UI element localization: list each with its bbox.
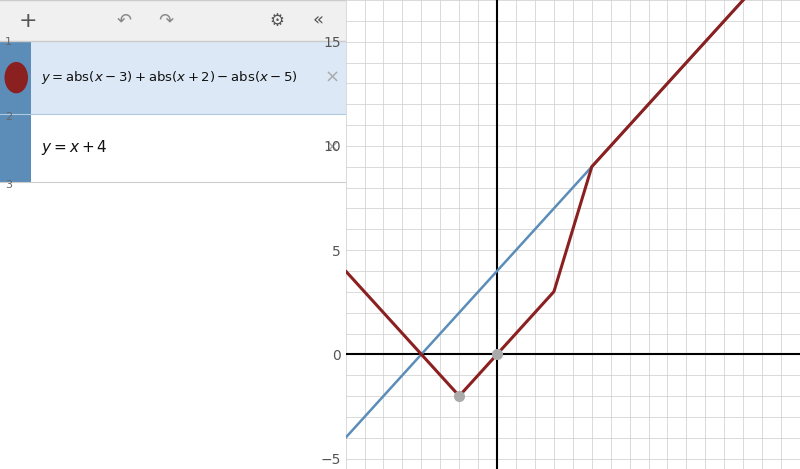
Text: ⚙: ⚙ — [269, 12, 284, 30]
Bar — [0, 114, 31, 182]
Text: 1: 1 — [5, 37, 12, 46]
Circle shape — [5, 63, 27, 93]
Text: 3: 3 — [5, 180, 12, 189]
Text: ×: × — [324, 139, 339, 157]
Bar — [31, 41, 346, 114]
Text: $y=x+4$: $y=x+4$ — [42, 138, 108, 158]
Text: ×: × — [324, 68, 339, 87]
Text: $y=\mathrm{abs}(x-3)+\mathrm{abs}(x+2)-\mathrm{abs}(x-5)$: $y=\mathrm{abs}(x-3)+\mathrm{abs}(x+2)-\… — [42, 69, 298, 86]
Bar — [0, 0, 346, 41]
Text: ↶: ↶ — [117, 12, 132, 30]
Text: +: + — [18, 11, 37, 30]
Circle shape — [5, 133, 27, 163]
Text: «: « — [313, 12, 323, 30]
Bar — [0, 41, 31, 114]
Text: 2: 2 — [5, 112, 12, 121]
Text: ↷: ↷ — [158, 12, 174, 30]
